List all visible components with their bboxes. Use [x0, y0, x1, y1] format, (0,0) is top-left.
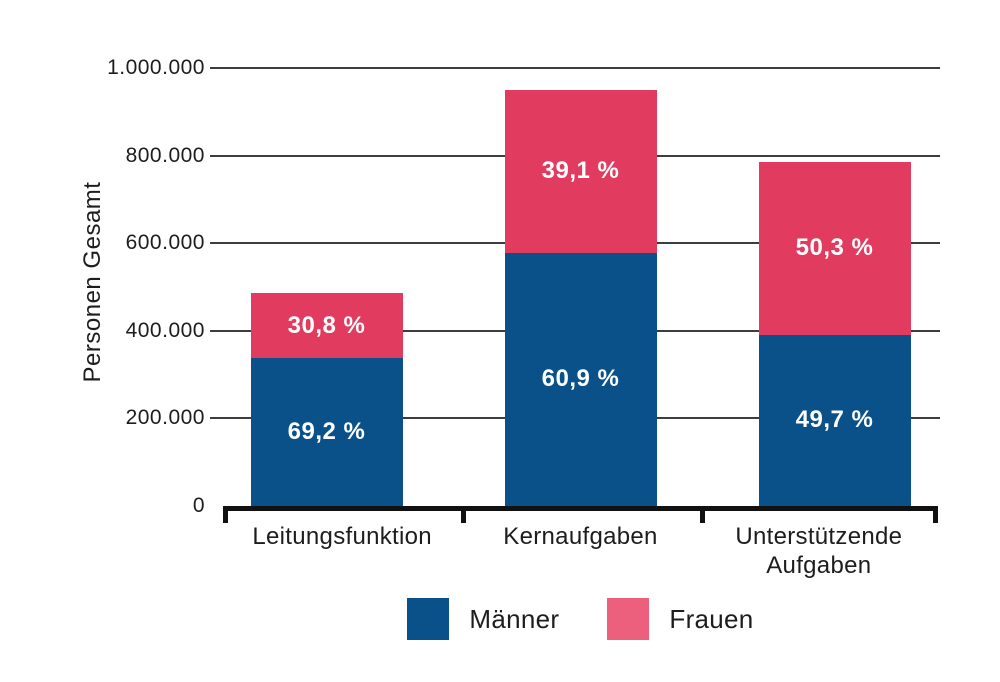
y-tick-label: 800.000 [125, 143, 205, 167]
y-tick-label: 1.000.000 [107, 56, 205, 79]
y-axis-title: Personen Gesamt [79, 181, 106, 383]
y-tick-label: 0 [192, 494, 205, 517]
legend-label: Frauen [669, 603, 754, 634]
y-tick-label: 400.000 [125, 318, 205, 342]
legend-item-männer: Männer [407, 598, 559, 640]
x-axis-tick [699, 506, 705, 523]
segment-percent-label: 50,3 % [795, 234, 874, 262]
y-tick-label: 600.000 [125, 231, 205, 255]
x-axis-line [223, 506, 938, 511]
bar-segment-männer: 69,2 % [250, 358, 403, 506]
legend-swatch [407, 598, 450, 640]
x-axis-tick [461, 506, 467, 523]
bar-segment-männer: 49,7 % [758, 334, 911, 506]
segment-percent-label: 49,7 % [795, 406, 874, 434]
segment-percent-label: 60,9 % [541, 365, 620, 393]
bar-1: 69,2 % 30,8 % [250, 68, 403, 506]
x-category-label: Unterstützende Aufgaben [735, 523, 903, 579]
legend-label: Männer [469, 603, 560, 634]
x-axis-tick [933, 506, 938, 523]
legend-swatch [607, 598, 650, 640]
legend-item-frauen: Frauen [607, 598, 753, 640]
bar-segment-männer: 60,9 % [504, 252, 657, 506]
bar-segment-frauen: 50,3 % [758, 161, 911, 335]
segment-percent-label: 30,8 % [287, 311, 366, 339]
segment-percent-label: 69,2 % [287, 418, 366, 446]
legend: Männer Frauen [223, 598, 938, 640]
bar-segment-frauen: 39,1 % [504, 89, 657, 253]
x-category-label: Leitungsfunktion [252, 523, 432, 550]
segment-percent-label: 39,1 % [541, 157, 620, 185]
plot-area: 69,2 % 30,8 % 60,9 % 39,1 % 49,7 % 50,3 % [210, 67, 940, 506]
bar-segment-frauen: 30,8 % [250, 292, 403, 359]
x-category-label: Kernaufgaben [503, 523, 658, 550]
bar-3: 49,7 % 50,3 % [758, 68, 911, 506]
gridline [210, 67, 940, 69]
x-axis-tick [223, 506, 228, 523]
y-tick-label: 200.000 [125, 406, 205, 430]
bar-2: 60,9 % 39,1 % [504, 68, 657, 506]
